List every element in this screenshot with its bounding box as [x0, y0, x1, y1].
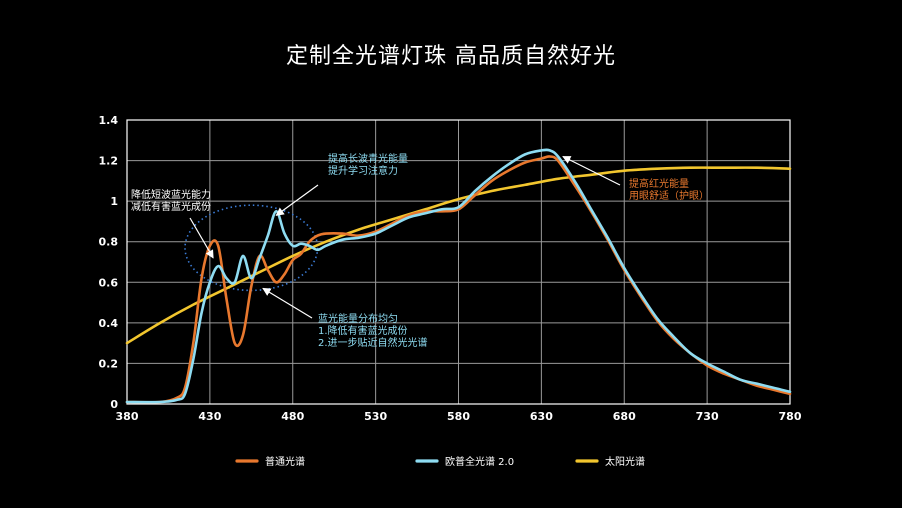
annotation-reduce-blue-text: 减低有害蓝光成份 — [131, 200, 211, 213]
annotation-reduce-blue-arrow — [189, 217, 214, 259]
annotation-even-blue-arrow — [262, 287, 313, 319]
legend-sun: 太阳光谱 — [575, 455, 645, 468]
x-tick-label: 680 — [613, 410, 636, 423]
annotation-boost-red-text: 提高红光能量 — [629, 177, 689, 190]
annotation-reduce-blue-text: 降低短波蓝光能力 — [131, 188, 211, 201]
annotation-even-blue-text: 1.降低有害蓝光成份 — [318, 324, 408, 337]
legend-label: 普通光谱 — [265, 455, 305, 468]
x-tick-label: 730 — [696, 410, 719, 423]
x-tick-label: 430 — [198, 410, 221, 423]
y-tick-label: 1 — [110, 195, 118, 208]
series-lines — [125, 148, 792, 404]
x-tick-label: 630 — [530, 410, 553, 423]
legend: 普通光谱 欧普全光谱 2.0 太阳光谱 — [235, 455, 645, 468]
annotation-even-blue-text: 2.进一步贴近自然光光谱 — [318, 336, 428, 349]
y-tick-label: 0.6 — [99, 276, 119, 289]
sun-spectrum-line — [125, 166, 792, 345]
legend-label: 欧普全光谱 2.0 — [445, 455, 514, 468]
x-tick-label: 780 — [779, 410, 802, 423]
x-tick-label: 580 — [447, 410, 470, 423]
legend-ordinary: 普通光谱 — [235, 455, 305, 468]
y-tick-label: 0 — [110, 398, 118, 411]
axes: 380 430 480 530 580 630 680 730 780 0 0.2 0.4 0.6 0.8… — [99, 114, 802, 423]
y-tick-label: 0.2 — [99, 357, 119, 370]
y-tick-label: 0.4 — [99, 317, 119, 330]
plot-frame — [126, 119, 791, 405]
oupu-spectrum-line — [125, 148, 792, 404]
x-tick-label: 480 — [281, 410, 304, 423]
legend-oupu: 欧普全光谱 2.0 — [415, 455, 514, 468]
x-tick-label: 380 — [116, 410, 139, 423]
annotation-even-blue-text: 蓝光能量分布均匀 — [318, 312, 398, 325]
y-tick-label: 1.2 — [99, 155, 119, 168]
annotation-boost-red-text: 用眼舒适（护眼） — [629, 189, 709, 202]
grid — [126, 119, 791, 405]
annotation-boost-cyan-text: 提高长波青光能量 — [328, 152, 408, 165]
page-title: 定制全光谱灯珠 高品质自然好光 — [286, 44, 616, 69]
annotation-boost-cyan-text: 提升学习注意力 — [328, 164, 398, 177]
annotation-boost-cyan-arrow — [275, 184, 319, 216]
annotation-boost-red-arrow — [562, 155, 621, 186]
x-tick-label: 530 — [364, 410, 387, 423]
y-tick-label: 0.8 — [99, 236, 119, 249]
y-tick-label: 1.4 — [99, 114, 119, 127]
legend-label: 太阳光谱 — [605, 455, 645, 468]
